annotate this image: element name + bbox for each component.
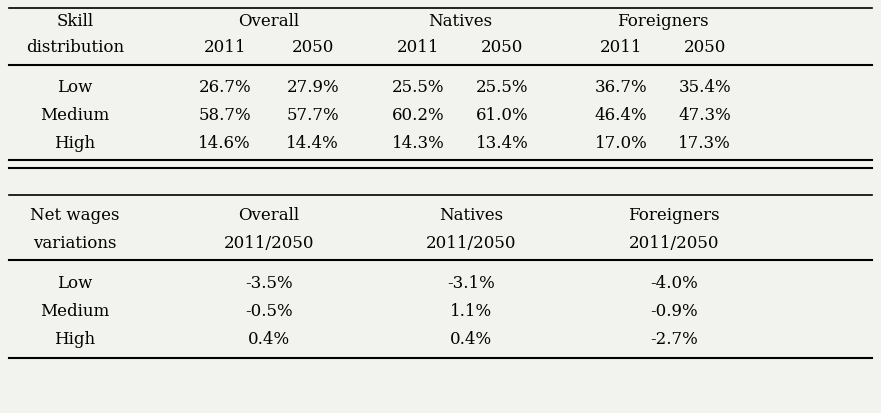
Text: Skill: Skill <box>56 14 93 31</box>
Text: High: High <box>55 135 95 152</box>
Text: 2050: 2050 <box>292 38 334 55</box>
Text: Medium: Medium <box>41 107 109 124</box>
Text: -3.5%: -3.5% <box>245 275 292 292</box>
Text: 25.5%: 25.5% <box>392 79 445 97</box>
Text: 0.4%: 0.4% <box>450 330 492 347</box>
Text: 26.7%: 26.7% <box>198 79 251 97</box>
Text: -2.7%: -2.7% <box>650 330 698 347</box>
Text: Low: Low <box>57 79 93 97</box>
Text: -0.5%: -0.5% <box>245 302 292 320</box>
Text: 27.9%: 27.9% <box>286 79 339 97</box>
Text: 13.4%: 13.4% <box>476 135 529 152</box>
Text: Low: Low <box>57 275 93 292</box>
Text: Natives: Natives <box>440 206 503 223</box>
Text: Net wages: Net wages <box>30 206 120 223</box>
Text: Foreigners: Foreigners <box>617 14 708 31</box>
Text: 2011: 2011 <box>600 38 642 55</box>
Text: Medium: Medium <box>41 302 109 320</box>
Text: -3.1%: -3.1% <box>448 275 495 292</box>
Text: 47.3%: 47.3% <box>678 107 731 124</box>
Text: 35.4%: 35.4% <box>678 79 731 97</box>
Text: Foreigners: Foreigners <box>628 206 720 223</box>
Text: 2011/2050: 2011/2050 <box>426 235 516 252</box>
Text: 2011/2050: 2011/2050 <box>629 235 719 252</box>
Text: 2011: 2011 <box>204 38 246 55</box>
Text: 36.7%: 36.7% <box>595 79 648 97</box>
Text: 2011: 2011 <box>397 38 440 55</box>
Text: 14.6%: 14.6% <box>198 135 251 152</box>
Text: 61.0%: 61.0% <box>476 107 529 124</box>
Text: 17.3%: 17.3% <box>678 135 731 152</box>
Text: 17.0%: 17.0% <box>595 135 648 152</box>
Text: 25.5%: 25.5% <box>476 79 529 97</box>
Text: 46.4%: 46.4% <box>595 107 648 124</box>
Text: 60.2%: 60.2% <box>392 107 445 124</box>
Text: 1.1%: 1.1% <box>450 302 492 320</box>
Text: -0.9%: -0.9% <box>650 302 698 320</box>
Text: variations: variations <box>33 235 116 252</box>
Text: 57.7%: 57.7% <box>286 107 339 124</box>
Text: 2050: 2050 <box>481 38 523 55</box>
Text: Natives: Natives <box>428 14 492 31</box>
Text: distribution: distribution <box>26 38 124 55</box>
Text: 2050: 2050 <box>684 38 726 55</box>
Text: 2011/2050: 2011/2050 <box>224 235 314 252</box>
Text: 0.4%: 0.4% <box>248 330 290 347</box>
Text: Overall: Overall <box>238 14 300 31</box>
Text: 14.3%: 14.3% <box>392 135 445 152</box>
Text: Overall: Overall <box>238 206 300 223</box>
Text: High: High <box>55 330 95 347</box>
Text: 58.7%: 58.7% <box>198 107 251 124</box>
Text: 14.4%: 14.4% <box>286 135 339 152</box>
Text: -4.0%: -4.0% <box>650 275 698 292</box>
